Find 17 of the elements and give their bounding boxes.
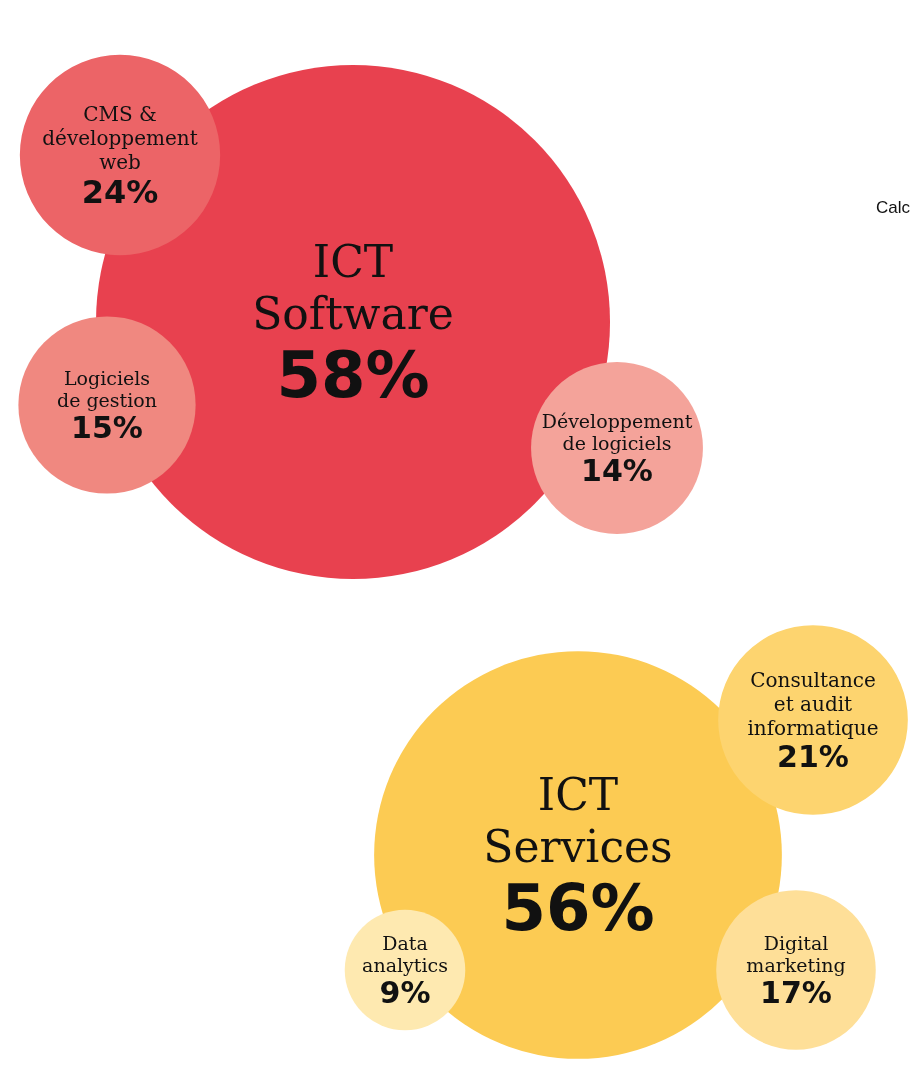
category-label: Consultance et audit informatique xyxy=(747,668,879,740)
data-label: 17% xyxy=(760,975,832,1011)
category-label: Data analytics xyxy=(362,931,448,977)
text: Calc xyxy=(876,198,911,217)
data-label: 14% xyxy=(581,453,653,489)
data-label: 58% xyxy=(276,338,430,412)
data-label: 15% xyxy=(71,410,143,446)
category-label: ICT Software xyxy=(252,235,454,340)
data-label: 56% xyxy=(501,871,655,945)
category-label: Développement de logiciels xyxy=(541,409,693,455)
data-label: 21% xyxy=(777,738,849,774)
category-label: CMS & développement web xyxy=(42,102,198,174)
category-label: Logiciels de gestion xyxy=(57,366,157,412)
data-label: 9% xyxy=(379,975,431,1011)
category-label: ICT Services xyxy=(483,768,673,873)
data-label: 24% xyxy=(81,172,159,211)
category-label: Digital marketing xyxy=(746,931,846,977)
